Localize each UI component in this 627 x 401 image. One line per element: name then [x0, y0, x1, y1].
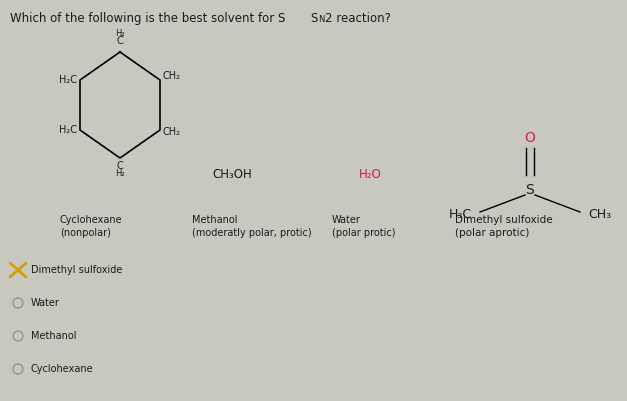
Text: Cyclohexane
(nonpolar): Cyclohexane (nonpolar)	[60, 215, 123, 238]
Text: C: C	[117, 36, 124, 46]
Text: H₂O: H₂O	[359, 168, 381, 182]
Text: H₂C: H₂C	[59, 75, 77, 85]
Text: Water: Water	[31, 298, 60, 308]
Text: O: O	[525, 131, 535, 145]
Text: S: S	[310, 12, 317, 25]
Text: 2 reaction?: 2 reaction?	[325, 12, 391, 25]
Text: CH₃OH: CH₃OH	[212, 168, 252, 182]
Text: H₂: H₂	[115, 169, 125, 178]
Text: CH₂: CH₂	[163, 127, 181, 137]
Text: H₂: H₂	[115, 29, 125, 38]
Text: Water
(polar protic): Water (polar protic)	[332, 215, 396, 238]
Text: CH₃: CH₃	[588, 209, 611, 221]
Text: N: N	[318, 15, 324, 24]
Text: Methanol
(moderatly polar, protic): Methanol (moderatly polar, protic)	[192, 215, 312, 238]
Text: H₃C: H₃C	[449, 209, 472, 221]
Text: S: S	[525, 183, 534, 197]
Text: Methanol: Methanol	[31, 331, 76, 341]
Text: Dimethyl sulfoxide: Dimethyl sulfoxide	[31, 265, 122, 275]
Text: CH₂: CH₂	[163, 71, 181, 81]
Text: Dimethyl sulfoxide
(polar aprotic): Dimethyl sulfoxide (polar aprotic)	[455, 215, 552, 238]
Text: Which of the following is the best solvent for S: Which of the following is the best solve…	[10, 12, 285, 25]
Text: Cyclohexane: Cyclohexane	[31, 364, 93, 374]
Text: C: C	[117, 161, 124, 171]
Text: H₂C: H₂C	[59, 125, 77, 135]
